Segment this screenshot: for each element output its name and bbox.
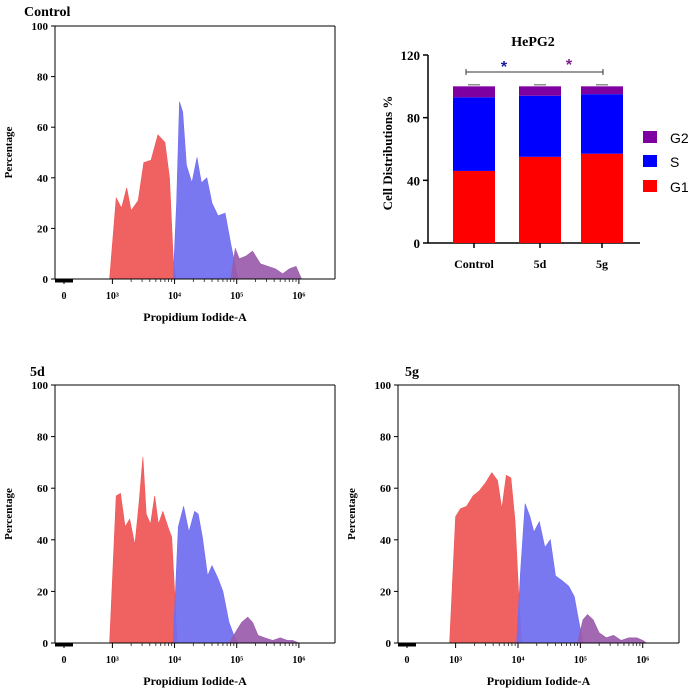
x-tick-label-5d: 10⁴ xyxy=(168,655,181,666)
legend-label-g2: G2 xyxy=(670,130,689,146)
x-tick-label-5g: 10⁵ xyxy=(574,655,587,666)
histogram-panel-5d: 5d 0 20 40 60 80 100 0 10³ 10⁴ 10⁵ 10⁶ Propidium Iod… xyxy=(3,365,336,688)
x-tick-label-control: 10⁶ xyxy=(292,291,305,302)
x-tick-label-control: 0 xyxy=(62,291,67,302)
y-tick-label-control: 20 xyxy=(37,223,49,235)
x-tick-label-control: 10⁴ xyxy=(168,291,181,302)
bar-x-tick-label: 5d xyxy=(534,257,547,271)
histogram-panel-control: Control 0 20 40 60 80 100 0 10³ 10⁴ 10⁵ 10⁶ Propidiu… xyxy=(3,5,336,324)
x-tick-label-5g: 0 xyxy=(405,655,410,666)
y-tick-label-5d: 80 xyxy=(37,432,49,444)
x-tick-label-5g: 10³ xyxy=(449,655,462,666)
area-s-5g xyxy=(516,503,584,644)
area-g2-control xyxy=(230,247,302,280)
y-tick-label-5g: 80 xyxy=(380,432,392,444)
y-axis-label-5g: Percentage xyxy=(346,488,358,540)
y-tick-label-control: 0 xyxy=(43,274,49,286)
x-tick-label-control: 10⁵ xyxy=(230,291,243,302)
x-tick-label-5d: 0 xyxy=(62,655,67,666)
x-axis-label-control: Propidium Iodide-A xyxy=(143,310,247,324)
panel-title-5d: 5d xyxy=(30,365,45,380)
y-axis-label-control: Percentage xyxy=(3,127,15,179)
bar-s-5d xyxy=(519,95,561,157)
bar-g2-5g xyxy=(581,86,623,95)
y-tick-label-control: 100 xyxy=(32,21,49,33)
area-g2-5d xyxy=(228,616,300,644)
bar-y-tick-label: 40 xyxy=(407,173,420,188)
y-tick-label-5d: 40 xyxy=(37,535,49,547)
x-axis-label-5g: Propidium Iodide-A xyxy=(487,674,591,688)
y-tick-label-control: 40 xyxy=(37,173,49,185)
bar-s-5g xyxy=(581,94,623,154)
x-tick-label-5g: 10⁶ xyxy=(636,655,649,666)
y-tick-label-5g: 40 xyxy=(380,535,392,547)
y-tick-label-control: 60 xyxy=(37,122,49,134)
bar-x-tick-label: Control xyxy=(454,257,494,271)
x-tick-label-control: 10³ xyxy=(106,291,119,302)
y-tick-label-control: 80 xyxy=(37,72,49,84)
bar-g1-5g xyxy=(581,153,623,243)
panel-title-5g: 5g xyxy=(405,365,419,380)
legend-label-g1: G1 xyxy=(670,179,689,195)
x-tick-label-5d: 10⁵ xyxy=(230,655,243,666)
bar-g2-5d xyxy=(519,86,561,96)
bar-g2-control xyxy=(453,86,495,98)
area-s-control xyxy=(172,101,239,280)
area-g1-5d xyxy=(109,457,178,644)
y-tick-label-5d: 100 xyxy=(32,380,49,392)
legend-swatch-g2 xyxy=(643,131,657,143)
significance-asterisk-5g: * xyxy=(566,57,573,74)
bar-y-tick-label: 80 xyxy=(407,111,420,126)
bar-y-tick-label: 120 xyxy=(401,48,421,63)
area-g1-control xyxy=(109,134,177,280)
x-tick-label-5g: 10⁴ xyxy=(511,655,524,666)
area-g2-5g xyxy=(577,614,648,644)
bar-g1-control xyxy=(453,170,495,243)
y-tick-label-5g: 100 xyxy=(375,380,392,392)
bar-x-tick-label: 5g xyxy=(596,257,608,271)
y-tick-label-5d: 0 xyxy=(43,638,49,650)
x-tick-label-5d: 10⁶ xyxy=(292,655,305,666)
x-tick-label-5d: 10³ xyxy=(106,655,119,666)
bar-y-axis-label: Cell Distributions % xyxy=(380,96,395,211)
significance-asterisk-5d: * xyxy=(501,59,508,76)
bar-y-tick-label: 0 xyxy=(414,236,421,251)
area-s-5d xyxy=(172,506,239,644)
panel-title-control: Control xyxy=(24,5,71,20)
legend-swatch-g1 xyxy=(643,180,657,192)
bar-s-control xyxy=(453,97,495,171)
bar-g1-5d xyxy=(519,156,561,243)
area-g1-5g xyxy=(449,472,523,644)
y-tick-label-5d: 60 xyxy=(37,483,49,495)
y-tick-label-5g: 60 xyxy=(380,483,392,495)
stacked-bar-chart: HePG2 0 40 80 120 Cell Distributions % Control… xyxy=(380,35,689,271)
histogram-panel-5g: 5g 0 20 40 60 80 100 0 10³ 10⁴ 10⁵ 10⁶ Propidium Iod… xyxy=(346,365,680,688)
y-tick-label-5g: 0 xyxy=(386,638,392,650)
y-tick-label-5d: 20 xyxy=(37,586,49,598)
y-axis-label-5d: Percentage xyxy=(3,488,15,540)
x-axis-label-5d: Propidium Iodide-A xyxy=(143,674,247,688)
bar-chart-title: HePG2 xyxy=(511,35,555,50)
legend-label-s: S xyxy=(670,154,679,170)
y-tick-label-5g: 20 xyxy=(380,586,392,598)
legend-swatch-s xyxy=(643,155,657,167)
